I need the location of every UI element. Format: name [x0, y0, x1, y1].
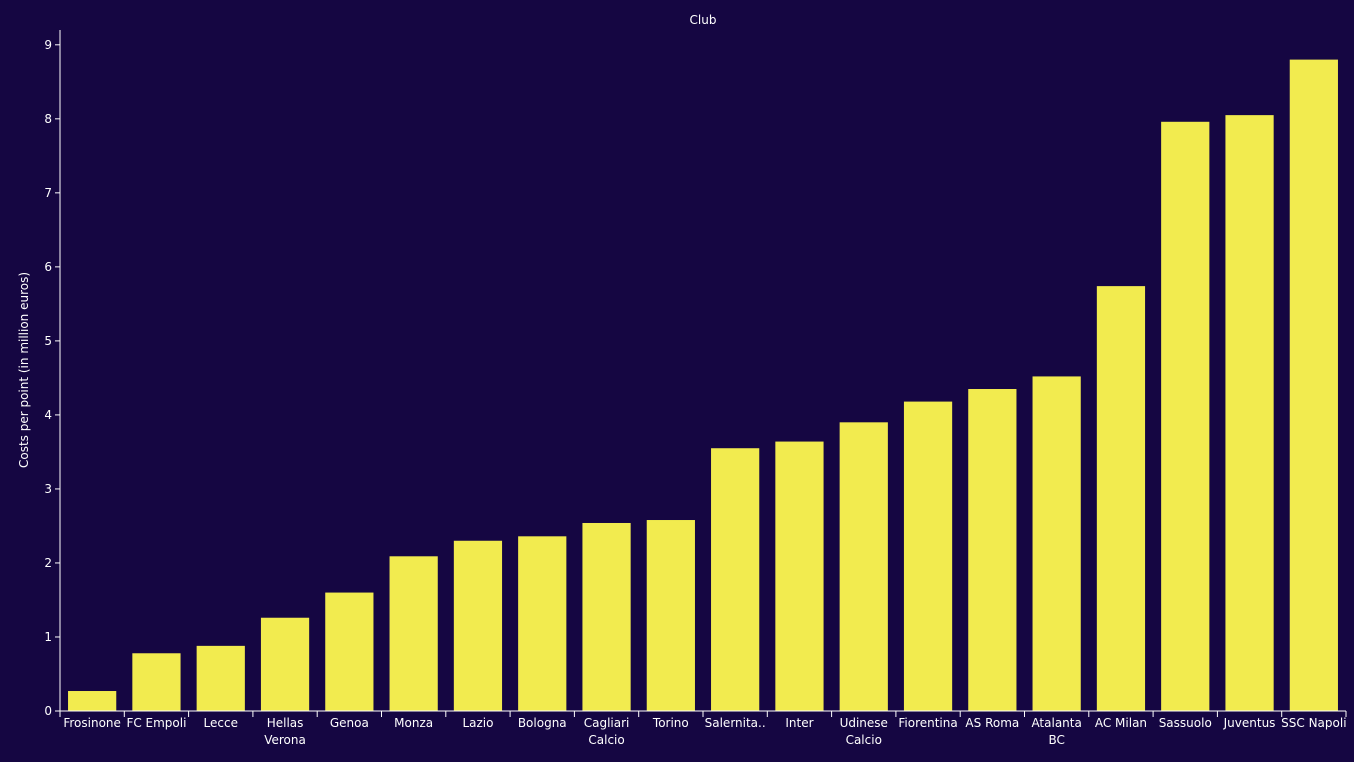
bar [1032, 376, 1081, 711]
x-tick-label: Hellas Verona [264, 716, 306, 747]
x-tick-label: FC Empoli [126, 716, 186, 730]
x-tick-label: Juventus [1223, 716, 1276, 730]
bar [132, 653, 181, 711]
y-tick-label: 7 [44, 186, 52, 200]
x-tick-label: Cagliari Calcio [584, 716, 630, 747]
x-tick-label: Bologna [518, 716, 567, 730]
x-tick-label: Lecce [204, 716, 238, 730]
y-tick-label: 2 [44, 556, 52, 570]
bar [1096, 286, 1146, 711]
x-tick-label: Frosinone [63, 716, 121, 730]
y-tick-label: 0 [44, 704, 52, 718]
x-tick-label: Udinese Calcio [840, 716, 888, 747]
x-tick-label: Genoa [330, 716, 369, 730]
bar [1161, 121, 1210, 711]
x-tick-label: Sassuolo [1159, 716, 1212, 730]
y-axis-label: Costs per point (in million euros) [17, 272, 31, 468]
bar [903, 401, 953, 711]
y-tick-label: 5 [44, 334, 52, 348]
bar [1225, 115, 1274, 711]
x-tick-label: AS Roma [965, 716, 1019, 730]
bar [775, 441, 824, 711]
bar [68, 691, 117, 711]
x-tick-label: Inter [785, 716, 813, 730]
bar [839, 422, 888, 711]
y-tick-label: 4 [44, 408, 52, 422]
x-tick-label: Torino [652, 716, 689, 730]
chart-title: Club [690, 13, 717, 27]
y-tick-label: 6 [44, 260, 52, 274]
y-tick-label: 9 [44, 38, 52, 52]
y-axis: 0 1 2 3 4 5 6 7 8 9 [44, 30, 61, 718]
bar [389, 556, 438, 711]
bar [646, 520, 695, 711]
bar [711, 448, 760, 711]
bars [68, 59, 1338, 711]
x-tick-label: Atalanta BC [1031, 716, 1081, 747]
x-tick-label: AC Milan [1095, 716, 1147, 730]
bar [325, 592, 374, 711]
bar [518, 536, 567, 711]
x-axis: Frosinone FC Empoli Lecce Hellas Verona Genoa… [59, 710, 1347, 747]
bar [1289, 59, 1338, 711]
y-tick-label: 3 [44, 482, 52, 496]
x-tick-label: SSC Napoli [1281, 716, 1346, 730]
bar [196, 645, 245, 711]
x-tick-label: Salernita.. [705, 716, 766, 730]
y-tick-label: 1 [44, 630, 52, 644]
bar [582, 522, 631, 711]
x-tick-label: Fiorentina [898, 716, 957, 730]
bar [968, 389, 1017, 711]
y-tick-label: 8 [44, 112, 52, 126]
x-tick-label: Monza [394, 716, 433, 730]
x-tick-label: Lazio [462, 716, 493, 730]
bar [453, 540, 503, 711]
bar [260, 617, 310, 711]
